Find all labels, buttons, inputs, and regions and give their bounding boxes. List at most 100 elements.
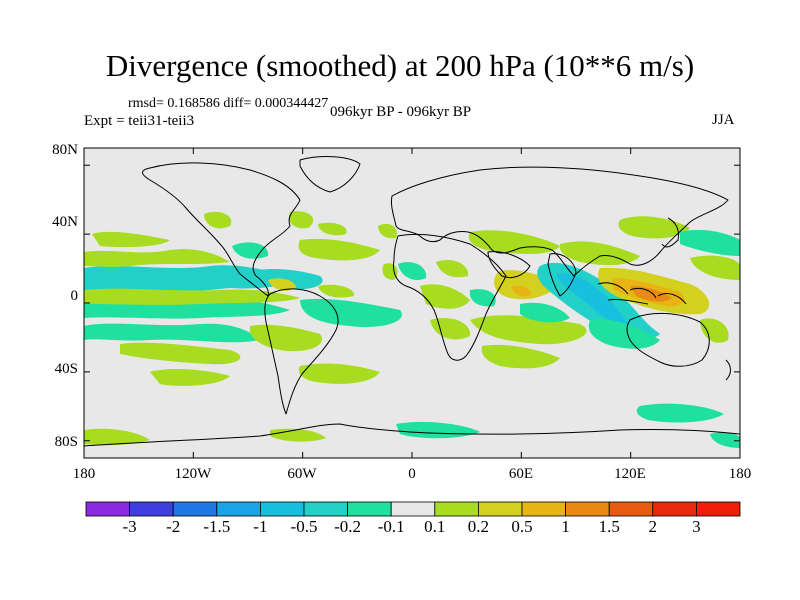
negative-region [520, 302, 570, 323]
positive-region [268, 278, 296, 291]
colorbar-label: 3 [692, 517, 701, 536]
colorbar-swatch [129, 501, 174, 517]
colorbar-label: -0.5 [290, 517, 318, 536]
experiment-label: Expt = teii31-teii3 [84, 113, 195, 129]
positive-region [378, 223, 397, 239]
colorbar-swatch [521, 501, 566, 517]
negative-region [84, 323, 260, 343]
colorbar-label: 0.5 [511, 517, 533, 536]
positive-region [430, 317, 471, 340]
rmsd-diff-stats: rmsd= 0.168586 diff= 0.000344427 [128, 96, 329, 111]
negative-region [398, 261, 427, 281]
lat-tick-label: 40N [52, 214, 78, 230]
colorbar-swatch [390, 501, 436, 517]
colorbar-label: -1 [253, 517, 268, 536]
colorbar-label: 0.1 [424, 517, 446, 536]
positive-region [318, 222, 347, 236]
india-coast [547, 253, 577, 297]
coastlines [84, 156, 740, 447]
positive-region [204, 211, 232, 229]
positive-region [690, 255, 740, 280]
japan-coast [661, 217, 679, 248]
new-zealand-coast [725, 359, 731, 381]
lon-tick-label: 0 [408, 466, 416, 482]
arabia-coast [487, 251, 531, 279]
positive-region [436, 259, 469, 278]
colorbar-label: -0.1 [377, 517, 405, 536]
positive-region [481, 344, 560, 369]
lat-tick-label: 80N [52, 142, 78, 158]
colorbar-swatch [216, 501, 261, 517]
north-america-coast [142, 162, 301, 297]
positive-region [120, 342, 241, 365]
lon-tick-label: 180 [728, 466, 752, 482]
south-america-coast [264, 288, 339, 415]
colorbar-swatch [259, 501, 305, 517]
lat-tick-label: 80S [54, 434, 78, 450]
negative-region [300, 298, 402, 328]
colorbar-swatch [172, 501, 218, 517]
colorbar-label: -2 [166, 517, 181, 536]
lon-tick-label: 120W [174, 466, 212, 482]
europe-asia-coast [391, 166, 729, 277]
greenland-coast [299, 156, 361, 193]
negative-region [588, 319, 660, 349]
lat-tick-label: 0 [70, 288, 79, 304]
positive-region [468, 230, 560, 254]
positive-region [470, 315, 587, 345]
positive-region [630, 286, 672, 302]
lat-tick-label: 40S [54, 361, 78, 377]
lon-tick-label: 60E [508, 466, 534, 482]
colorbar-swatch [85, 501, 130, 517]
colorbar-label: 0.2 [467, 517, 490, 536]
colorbar-swatch [477, 501, 523, 517]
colorbar-swatch [434, 501, 479, 517]
colorbar-swatch [565, 501, 610, 517]
maritime-continent-coast [597, 282, 687, 305]
colorbar-label: -1.5 [203, 517, 231, 536]
positive-region [84, 288, 300, 305]
colorbar-swatch [303, 501, 348, 517]
colorbar-swatch [696, 501, 741, 517]
lon-tick-label: 60W [287, 466, 317, 482]
negative-region [680, 229, 740, 256]
season-label: JJA [712, 112, 735, 128]
positive-region [84, 428, 150, 446]
lon-tick-label: 120E [614, 466, 646, 482]
antarctica-coast [84, 423, 740, 447]
colorbar-label: -0.2 [334, 517, 362, 536]
positive-region [288, 211, 314, 229]
map-title: Divergence (smoothed) at 200 hPa (10**6 … [105, 48, 695, 83]
colorbar-label: 1 [561, 517, 570, 536]
negative-region [84, 265, 300, 294]
axis-ticks [83, 148, 741, 458]
positive-region [420, 284, 470, 309]
colorbar-swatch [652, 501, 697, 517]
negative-region [710, 432, 740, 448]
australia-coast [626, 312, 710, 367]
negative-region [556, 273, 630, 326]
colorbar [85, 501, 741, 517]
positive-region [298, 238, 380, 261]
positive-region [318, 284, 355, 298]
positive-region [92, 231, 170, 248]
negative-region [469, 289, 496, 307]
positive-region [700, 318, 729, 343]
colorbar-label: -3 [122, 517, 137, 536]
colorbar-swatch [608, 501, 654, 517]
colorbar-label: 1.5 [598, 517, 620, 536]
period-label: 096kyr BP - 096kyr BP [330, 104, 472, 120]
positive-region [618, 216, 690, 239]
negative-region [636, 403, 724, 423]
negative-region [250, 269, 323, 290]
divergence-field [84, 211, 740, 448]
positive-region [298, 363, 380, 384]
positive-region [512, 285, 531, 297]
lon-tick-label: 180 [72, 466, 96, 482]
colorbar-swatch [347, 501, 392, 517]
positive-region [84, 249, 230, 267]
africa-coast [393, 233, 507, 361]
colorbar-label: 2 [648, 517, 658, 536]
positive-region [150, 369, 230, 386]
